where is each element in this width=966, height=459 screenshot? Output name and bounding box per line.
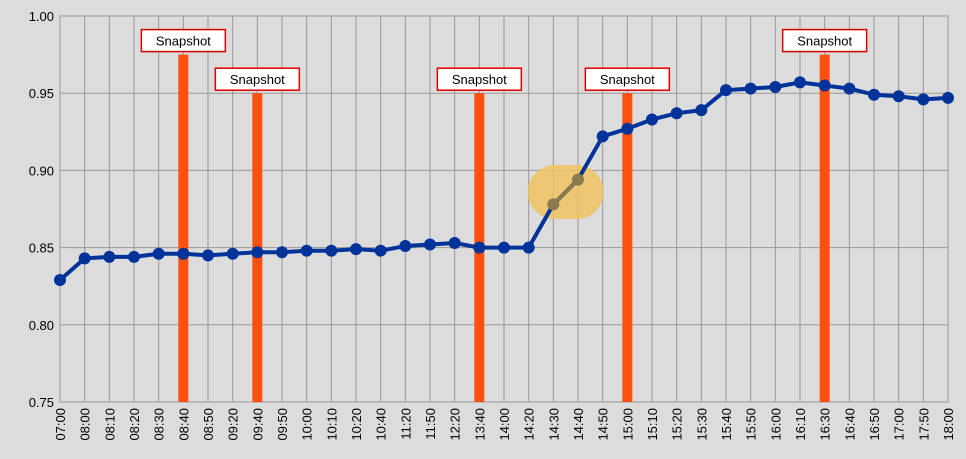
point	[424, 238, 436, 251]
x-tick-label: 15:00	[620, 408, 635, 441]
y-tick-label: 1.00	[29, 9, 54, 24]
point	[448, 236, 461, 249]
snapshot-bar	[178, 54, 189, 402]
point	[128, 250, 140, 263]
snapshot-label: Snapshot	[600, 72, 655, 87]
point	[744, 82, 757, 95]
snapshot-box	[436, 67, 523, 91]
x-tick-label: 12:20	[448, 408, 463, 441]
point	[868, 88, 880, 101]
point	[399, 240, 412, 253]
point	[78, 252, 91, 265]
x-tick-label: 14:00	[497, 408, 512, 441]
x-tick-label: 10:40	[374, 408, 389, 441]
x-tick-label: 10:20	[349, 408, 364, 441]
x-tick-label: 10:10	[324, 408, 339, 441]
point	[276, 246, 288, 259]
x-tick-label: 15:10	[645, 408, 660, 441]
point	[646, 113, 658, 126]
snapshot-box	[140, 28, 227, 53]
snapshot-label: Snapshot	[156, 34, 211, 49]
point	[572, 173, 584, 186]
point	[226, 247, 239, 260]
point	[695, 104, 708, 117]
point	[300, 244, 313, 257]
x-tick-label: 15:30	[694, 408, 709, 441]
point	[720, 84, 732, 97]
snapshot-label: Snapshot	[230, 72, 285, 87]
point	[621, 122, 634, 135]
snapshot-bar	[819, 54, 830, 402]
x-tick-label: 16:10	[793, 408, 808, 441]
point	[325, 244, 338, 257]
x-tick-label: 16:00	[768, 408, 783, 441]
x-tick-label: 08:10	[102, 408, 117, 441]
y-tick-label: 0.85	[29, 241, 54, 256]
point	[547, 198, 560, 211]
point	[54, 274, 66, 287]
snapshot-bar	[622, 93, 633, 402]
point	[152, 247, 165, 260]
point	[596, 130, 609, 143]
snapshot-box	[214, 67, 301, 91]
x-tick-label: 09:20	[226, 408, 241, 441]
x-tick-label: 11:50	[423, 408, 438, 440]
point	[498, 241, 510, 254]
x-tick-label: 18:00	[941, 408, 956, 441]
point	[942, 91, 954, 104]
x-tick-label: 08:20	[127, 408, 142, 441]
y-tick-label: 0.95	[29, 86, 54, 101]
x-tick-label: 17:00	[892, 408, 907, 441]
point	[670, 107, 683, 120]
x-tick-label: 15:40	[719, 408, 734, 441]
point	[473, 241, 486, 254]
x-tick-label: 13:40	[472, 408, 487, 441]
x-tick-label: 08:50	[201, 408, 216, 441]
snapshot-label: Snapshot	[452, 72, 507, 87]
y-tick-label: 0.90	[29, 163, 54, 178]
x-tick-label: 14:40	[571, 408, 586, 441]
point	[350, 243, 362, 256]
x-tick-label: 16:40	[842, 408, 857, 441]
point	[917, 93, 930, 106]
point	[818, 79, 831, 92]
x-tick-label: 07:00	[53, 408, 68, 441]
x-tick-label: 08:40	[176, 408, 191, 441]
x-tick-label: 16:50	[867, 408, 882, 441]
x-tick-label: 15:20	[670, 408, 685, 441]
point	[103, 250, 116, 263]
x-tick-label: 17:50	[916, 408, 931, 441]
x-tick-label: 08:00	[78, 408, 93, 441]
point	[177, 247, 190, 260]
x-tick-label: 10:00	[300, 408, 315, 441]
point	[769, 81, 782, 94]
x-tick-label: 14:50	[596, 408, 611, 441]
snapshot-box	[781, 28, 868, 53]
y-tick-label: 0.80	[29, 318, 54, 333]
x-tick-label: 14:20	[522, 408, 537, 441]
y-tick-label: 0.75	[29, 395, 54, 410]
point	[843, 82, 856, 95]
point	[251, 246, 264, 259]
x-tick-label: 14:30	[546, 408, 561, 441]
x-tick-label: 09:50	[275, 408, 290, 441]
point	[522, 241, 535, 254]
x-tick-label: 15:50	[744, 408, 759, 441]
point	[892, 90, 905, 103]
point	[374, 244, 387, 257]
x-tick-label: 09:40	[250, 408, 265, 441]
x-tick-label: 08:30	[152, 408, 167, 441]
snapshot-label: Snapshot	[797, 34, 852, 49]
x-tick-label: 11:20	[398, 408, 413, 440]
point	[202, 249, 214, 262]
x-tick-label: 16:30	[818, 408, 833, 441]
point	[794, 76, 806, 89]
snapshot-box	[584, 67, 671, 91]
